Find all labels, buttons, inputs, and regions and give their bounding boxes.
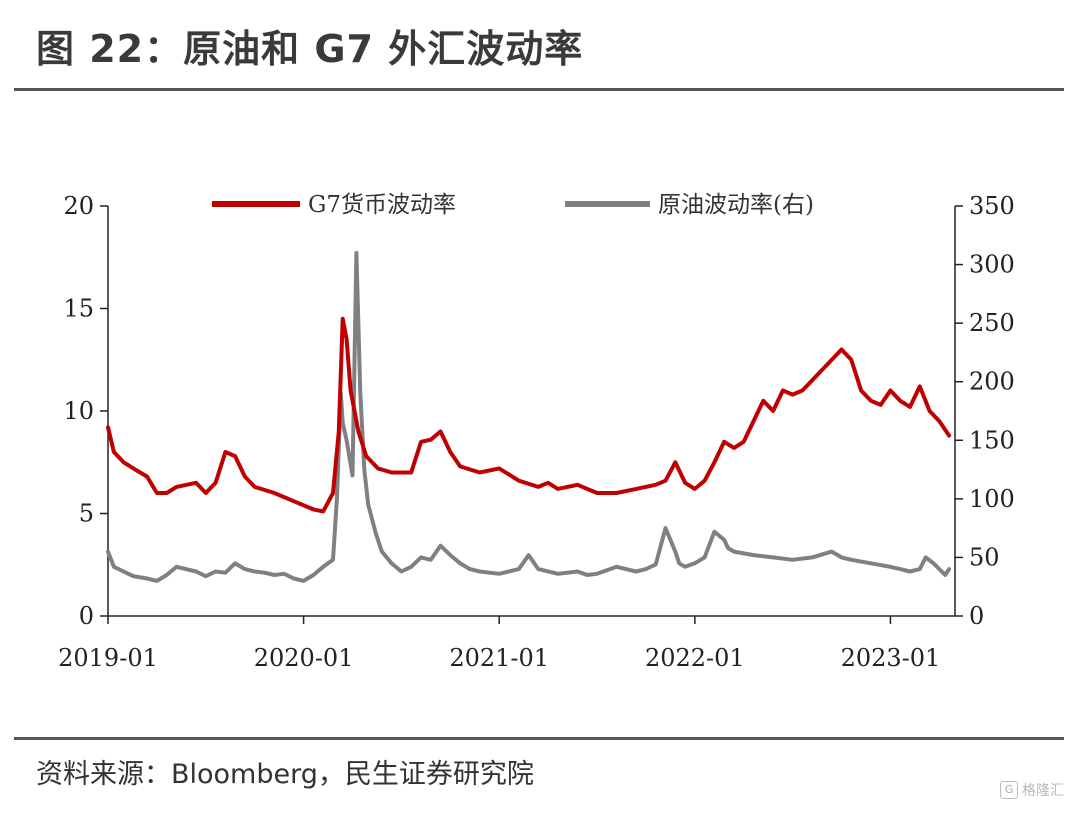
watermark-icon: G [1000, 781, 1018, 799]
right-tick-label: 100 [969, 485, 1015, 513]
right-tick-label: 350 [969, 192, 1015, 220]
series-line-oil-volatility [106, 250, 952, 583]
series-line-g7-fx-volatility [106, 316, 952, 514]
right-tick-label: 150 [969, 426, 1015, 454]
legend: G7货币波动率 原油波动率(右) [212, 192, 814, 218]
x-tick-label: 2019-01 [58, 644, 158, 672]
source-note: 资料来源：Bloomberg，民生证券研究院 [36, 759, 534, 790]
legend-item-oil-label: 原油波动率(右) [658, 192, 814, 218]
right-tick-label: 200 [969, 368, 1015, 396]
x-tick-label: 2022-01 [645, 644, 745, 672]
right-tick-label: 50 [969, 543, 1000, 571]
figure-title: 图 22：原油和 G7 外汇波动率 [36, 27, 584, 71]
x-tick-label: 2020-01 [254, 644, 354, 672]
left-tick-label: 5 [79, 500, 94, 528]
legend-item-g7-label: G7货币波动率 [308, 192, 456, 218]
left-tick-label: 15 [63, 295, 94, 323]
watermark-text: 格隆汇 [1022, 783, 1064, 799]
x-tick-label: 2021-01 [449, 644, 549, 672]
watermark: G 格隆汇 [1000, 780, 1064, 800]
right-tick-label: 0 [969, 602, 984, 630]
top-rule [14, 88, 1064, 91]
bottom-rule [14, 737, 1064, 740]
series-layer [106, 250, 952, 583]
left-tick-label: 0 [79, 602, 94, 630]
right-tick-label: 250 [969, 309, 1015, 337]
x-tick-label: 2023-01 [841, 644, 941, 672]
left-tick-label: 10 [63, 397, 94, 425]
left-tick-label: 20 [63, 192, 94, 220]
right-tick-label: 300 [969, 251, 1015, 279]
